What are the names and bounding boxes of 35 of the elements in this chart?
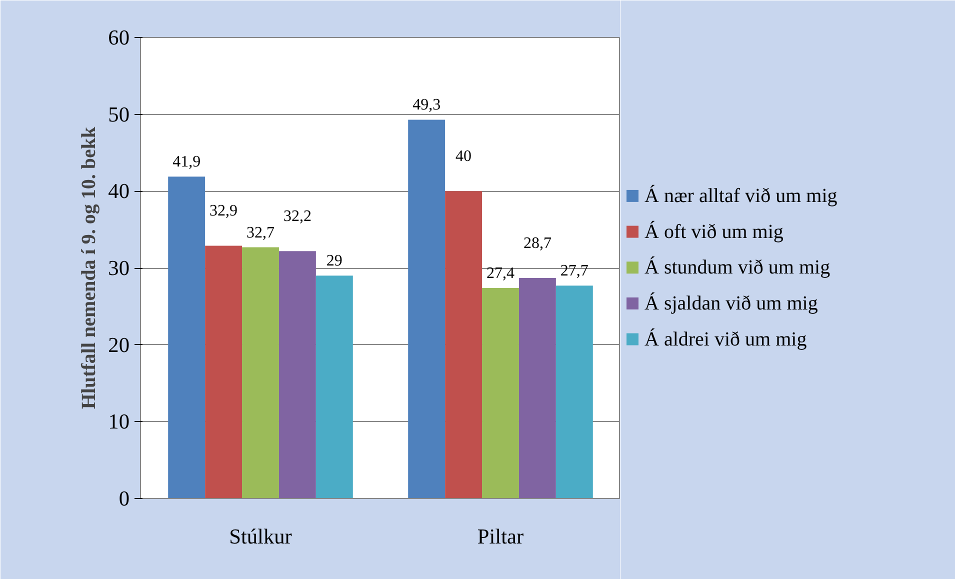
bar [556, 286, 593, 498]
x-tick-label: Piltar [477, 524, 524, 548]
y-tick-label: 50 [108, 102, 130, 126]
legend-label: Á nær alltaf við um mig [644, 184, 838, 207]
bar [482, 288, 519, 498]
data-label: 32,7 [246, 224, 274, 242]
bar [518, 278, 556, 498]
data-label: 29 [326, 252, 342, 270]
y-tick-label: 60 [108, 26, 130, 50]
legend-label: Á oft við um mig [644, 220, 784, 243]
data-label: 32,2 [283, 208, 312, 226]
bar [445, 191, 482, 498]
y-axis-title: Hlutfall nemenda í 9. og 10. bekk [78, 126, 100, 410]
data-label: 40 [456, 148, 472, 166]
data-label: 32,9 [210, 202, 238, 220]
bar [278, 251, 316, 498]
bar [168, 176, 206, 498]
bar [242, 247, 279, 498]
data-label: 27,7 [560, 262, 588, 280]
x-tick-label: Stúlkur [229, 524, 292, 548]
legend-label: Á stundum við um mig [644, 256, 830, 279]
y-tick-label: 40 [108, 179, 130, 204]
bar [205, 246, 242, 498]
legend-label: Á aldrei við um mig [644, 327, 807, 350]
bar [316, 276, 353, 498]
y-tick-label: 10 [108, 410, 130, 434]
legend-label: Á sjaldan við um mig [644, 291, 818, 314]
data-label: 27,4 [486, 264, 514, 282]
bar [408, 120, 446, 498]
y-tick-label: 20 [108, 332, 130, 357]
data-label: 41,9 [172, 154, 201, 171]
data-label: 49,3 [412, 96, 441, 114]
data-label: 28,7 [523, 234, 552, 252]
y-tick-label: 0 [118, 486, 130, 510]
y-tick-label: 30 [108, 256, 130, 280]
